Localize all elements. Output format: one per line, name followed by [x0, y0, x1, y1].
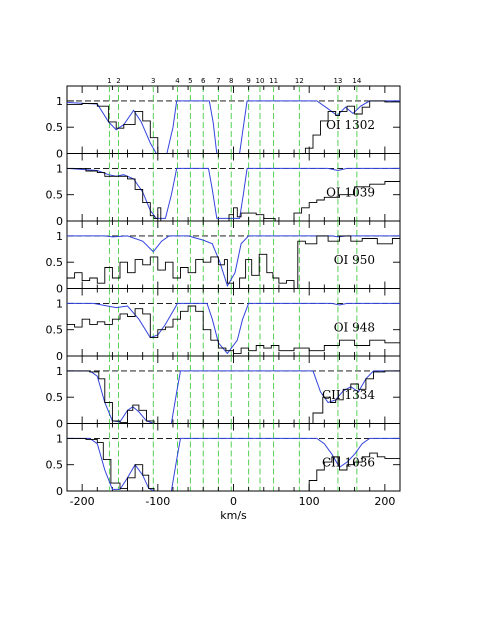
component-label: 5 — [188, 77, 192, 85]
model-profile — [66, 100, 400, 154]
y-tick-label: 0.5 — [46, 256, 64, 269]
model-profile — [67, 302, 400, 355]
component-label: 14 — [352, 77, 361, 85]
component-label: 6 — [201, 77, 206, 85]
x-tick-label: -200 — [70, 495, 95, 508]
data-spectrum — [67, 235, 401, 289]
data-spectrum — [67, 305, 401, 354]
component-labels: 1 2 3 4 5 6 7 8 9 10 11 12 13 14 — [107, 77, 362, 85]
spectrum-panel: 0 0.5 1 CII 1334 — [46, 355, 401, 431]
component-label: 10 — [256, 77, 265, 85]
model-profile — [66, 167, 400, 219]
y-tick-label: 0 — [56, 485, 63, 498]
component-label: 7 — [216, 77, 220, 85]
x-tick-label: 200 — [374, 495, 395, 508]
y-tick-label: 1 — [56, 297, 63, 310]
ion-label: OI 950 — [334, 253, 375, 267]
component-label: 8 — [229, 77, 233, 85]
y-tick-label: 0 — [56, 283, 63, 296]
component-label: 12 — [295, 77, 304, 85]
y-tick-label: 0.5 — [46, 459, 64, 472]
component-label: 2 — [116, 77, 120, 85]
y-tick-label: 1 — [56, 365, 63, 378]
ion-label: OI 1302 — [326, 118, 375, 132]
component-label: 13 — [333, 77, 342, 85]
y-tick-label: 0.5 — [46, 121, 64, 134]
spectrum-panel: 0 0.5 1 OI 1302 — [46, 85, 401, 161]
component-label: 9 — [246, 77, 250, 85]
x-tick-label: -100 — [145, 495, 170, 508]
y-tick-label: 1 — [56, 95, 63, 108]
y-tick-label: 1 — [56, 230, 63, 243]
data-spectrum — [67, 167, 401, 222]
spectrum-panel: 0 0.5 1 OI 1039 — [46, 153, 401, 228]
y-tick-label: 0 — [56, 418, 63, 431]
spectrum-panel: 0 0.5 1 CII 1036 — [46, 423, 401, 498]
spectrum-panels: 0 0.5 1 OI 1302 0 0.5 1 OI 1039 0 0.5 1 OI 950 0 0.5 1… — [46, 85, 401, 498]
ion-label: CII 1334 — [322, 388, 375, 402]
component-label: 11 — [269, 77, 278, 85]
ion-label: OI 1039 — [326, 186, 375, 200]
y-tick-label: 0 — [56, 215, 63, 228]
ion-label: CII 1036 — [322, 456, 375, 470]
spectrum-panel: 0 0.5 1 OI 948 — [46, 288, 401, 363]
data-spectrum — [67, 100, 401, 154]
component-label: 4 — [175, 77, 180, 85]
x-axis-title: km/s — [220, 509, 247, 522]
spectrum-panel: 0 0.5 1 OI 950 — [46, 220, 401, 296]
model-profile — [67, 370, 400, 424]
y-tick-label: 0 — [56, 350, 63, 363]
component-label: 1 — [107, 77, 111, 85]
y-tick-label: 0.5 — [46, 189, 64, 202]
y-tick-label: 0 — [56, 148, 63, 161]
y-tick-label: 1 — [56, 162, 63, 175]
y-tick-label: 0.5 — [46, 324, 64, 337]
x-axis: -200 -100 0 100 200 — [70, 495, 396, 508]
data-spectrum — [67, 437, 401, 492]
x-tick-label: 100 — [299, 495, 320, 508]
ion-label: OI 948 — [334, 321, 375, 335]
y-tick-label: 1 — [56, 432, 63, 445]
x-tick-label: 0 — [230, 495, 237, 508]
y-tick-label: 0.5 — [46, 391, 64, 404]
component-label: 3 — [151, 77, 155, 85]
